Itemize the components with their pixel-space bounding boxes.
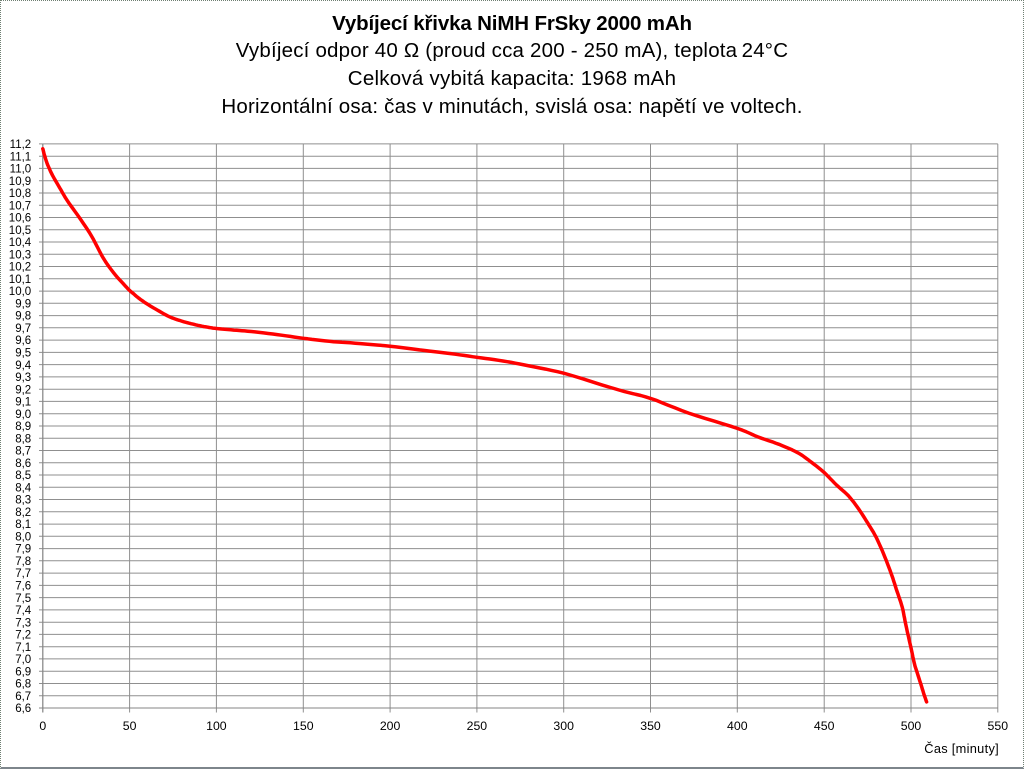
svg-text:500: 500: [901, 719, 922, 733]
svg-text:10,4: 10,4: [9, 237, 32, 249]
svg-text:7,2: 7,2: [15, 630, 31, 642]
svg-text:200: 200: [380, 719, 401, 733]
svg-text:8,0: 8,0: [15, 532, 31, 544]
svg-text:9,9: 9,9: [15, 299, 31, 311]
svg-text:9,5: 9,5: [15, 348, 31, 360]
svg-text:Čas [minuty]: Čas [minuty]: [924, 741, 999, 756]
svg-text:7,8: 7,8: [15, 556, 31, 568]
svg-text:8,8: 8,8: [15, 433, 31, 445]
svg-text:7,1: 7,1: [15, 642, 31, 654]
svg-text:10,1: 10,1: [9, 274, 31, 286]
svg-text:10,6: 10,6: [9, 213, 31, 225]
svg-text:7,4: 7,4: [15, 605, 32, 617]
svg-text:8,1: 8,1: [15, 519, 31, 531]
svg-text:10,3: 10,3: [9, 249, 31, 261]
svg-text:11,0: 11,0: [10, 164, 32, 176]
svg-text:10,5: 10,5: [9, 225, 31, 237]
svg-text:9,4: 9,4: [15, 360, 32, 372]
svg-text:11,2: 11,2: [10, 139, 32, 151]
svg-text:6,9: 6,9: [15, 666, 31, 678]
svg-text:0: 0: [39, 719, 46, 733]
svg-text:100: 100: [206, 719, 227, 733]
svg-text:10,7: 10,7: [9, 200, 31, 212]
svg-text:8,6: 8,6: [15, 458, 31, 470]
svg-text:6,6: 6,6: [15, 703, 31, 715]
svg-text:550: 550: [988, 719, 1009, 733]
svg-text:6,7: 6,7: [15, 691, 31, 703]
svg-text:9,0: 9,0: [15, 409, 31, 421]
svg-text:8,5: 8,5: [15, 470, 31, 482]
svg-text:9,2: 9,2: [15, 384, 31, 396]
svg-text:400: 400: [727, 719, 748, 733]
svg-text:10,0: 10,0: [9, 286, 31, 298]
svg-text:7,9: 7,9: [15, 544, 31, 556]
svg-text:7,0: 7,0: [15, 654, 31, 666]
svg-text:350: 350: [640, 719, 661, 733]
svg-text:250: 250: [467, 719, 488, 733]
svg-text:9,1: 9,1: [15, 397, 31, 409]
svg-text:8,7: 8,7: [15, 446, 31, 458]
svg-text:8,3: 8,3: [15, 495, 31, 507]
svg-text:7,5: 7,5: [15, 593, 31, 605]
svg-text:7,3: 7,3: [15, 617, 31, 629]
svg-text:300: 300: [553, 719, 574, 733]
svg-text:450: 450: [814, 719, 835, 733]
svg-text:10,9: 10,9: [9, 176, 31, 188]
svg-text:10,2: 10,2: [9, 262, 31, 274]
svg-text:9,8: 9,8: [15, 311, 31, 323]
svg-text:9,6: 9,6: [15, 335, 31, 347]
svg-text:8,2: 8,2: [15, 507, 31, 519]
svg-text:50: 50: [123, 719, 137, 733]
svg-text:8,9: 8,9: [15, 421, 31, 433]
svg-text:8,4: 8,4: [15, 482, 32, 494]
svg-text:7,6: 7,6: [15, 581, 31, 593]
svg-text:150: 150: [293, 719, 314, 733]
svg-text:11,1: 11,1: [10, 151, 32, 163]
svg-text:9,3: 9,3: [15, 372, 31, 384]
svg-text:7,7: 7,7: [15, 568, 31, 580]
svg-text:6,8: 6,8: [15, 679, 31, 691]
svg-text:9,7: 9,7: [15, 323, 31, 335]
svg-text:10,8: 10,8: [9, 188, 31, 200]
